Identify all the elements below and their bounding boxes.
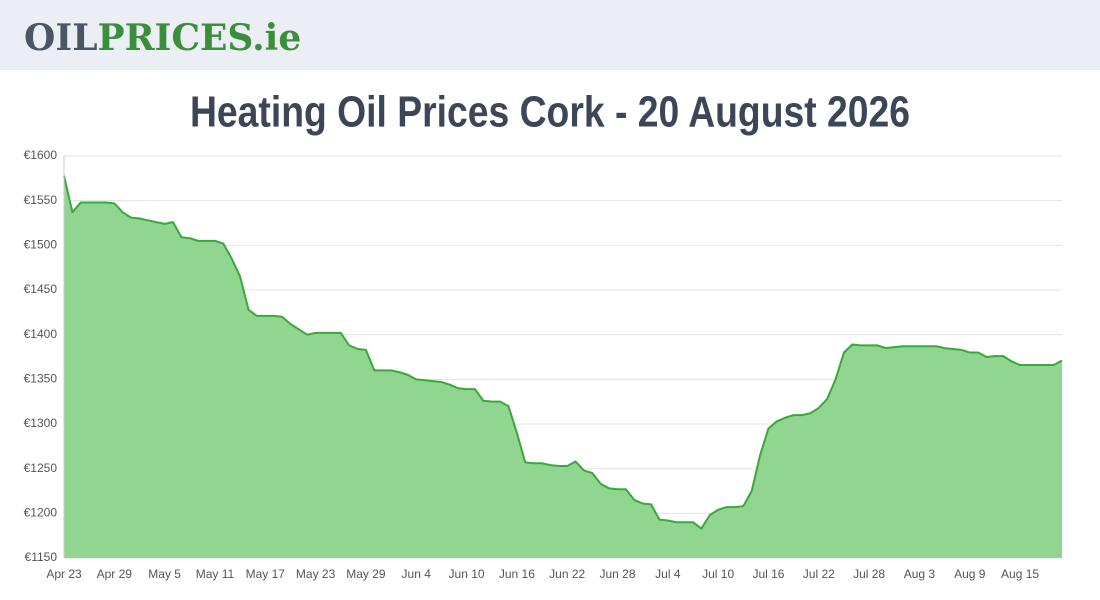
x-tick-label: Jun 4 xyxy=(402,567,432,581)
y-tick-label: €1150 xyxy=(25,550,58,564)
y-tick-label: €1300 xyxy=(24,416,58,430)
x-tick-label: Jul 4 xyxy=(655,567,681,581)
y-tick-label: €1500 xyxy=(24,238,58,252)
x-tick-label: May 29 xyxy=(346,567,386,581)
x-tick-label: May 17 xyxy=(246,567,286,581)
x-tick-label: May 5 xyxy=(148,567,181,581)
area xyxy=(64,175,1062,558)
x-tick-label: Jun 28 xyxy=(599,567,635,581)
y-tick-label: €1450 xyxy=(24,282,58,296)
y-tick-label: €1250 xyxy=(24,461,58,475)
x-tick-label: Jun 10 xyxy=(449,567,485,581)
x-tick-label: Jun 16 xyxy=(499,567,535,581)
x-tick-label: May 11 xyxy=(196,567,235,581)
x-tick-label: Apr 23 xyxy=(46,567,82,581)
logo-dark[interactable]: OIL xyxy=(24,17,98,59)
header-bar xyxy=(0,0,1100,70)
x-tick-label: Jul 22 xyxy=(803,567,835,581)
chart-title: Heating Oil Prices Cork - 20 August 2026 xyxy=(190,88,910,137)
x-tick-label: May 23 xyxy=(296,567,336,581)
line xyxy=(63,175,1063,530)
y-tick-label: €1400 xyxy=(24,327,58,341)
y-tick-label: €1350 xyxy=(24,372,58,386)
x-tick-label: Jun 22 xyxy=(549,567,585,581)
x-tick-label: Aug 3 xyxy=(904,567,936,581)
logo[interactable]: OILPRICES.ie xyxy=(24,17,301,59)
x-tick-label: Apr 29 xyxy=(97,567,133,581)
logo-green[interactable]: PRICES.ie xyxy=(98,17,302,59)
x-tick-label: Aug 9 xyxy=(954,567,986,581)
x-tick-label: Aug 15 xyxy=(1001,567,1039,581)
x-tick-label: Jul 16 xyxy=(752,567,784,581)
x-tick-label: Jul 10 xyxy=(702,567,734,581)
y-tick-label: €1600 xyxy=(24,148,58,162)
x-tick-label: Jul 28 xyxy=(853,567,885,581)
y-tick-label: €1550 xyxy=(24,193,58,207)
y-tick-label: €1200 xyxy=(24,506,58,520)
